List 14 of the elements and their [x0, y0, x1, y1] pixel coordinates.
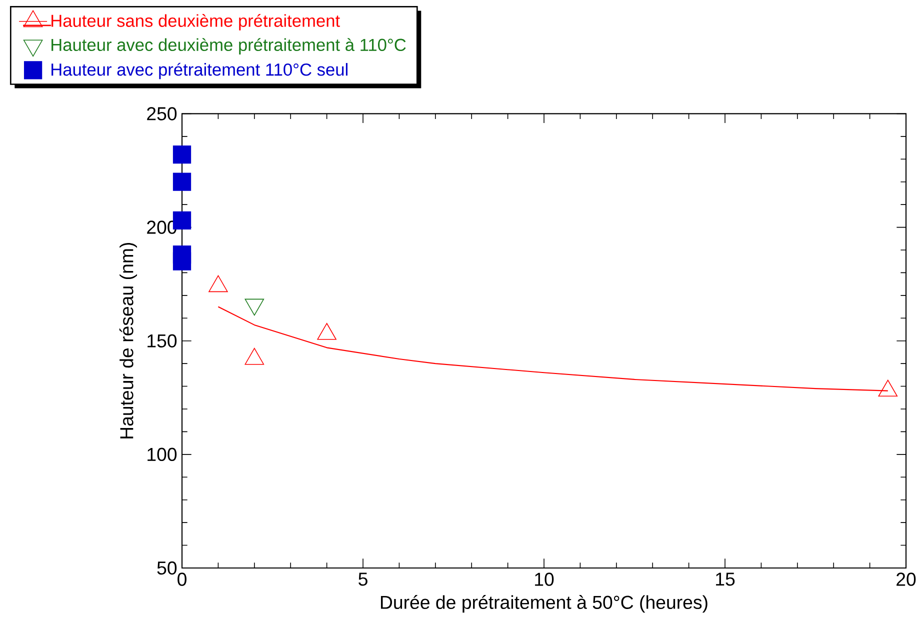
y-tick-label: 50: [157, 561, 177, 575]
x-tick-label: 15: [716, 572, 735, 586]
x-tick-label: 0: [178, 572, 186, 586]
legend-label: Hauteur avec deuxième prétraitement à 110°C: [52, 38, 406, 54]
x-tick-label: 5: [358, 572, 368, 586]
y-tick-label: 100: [148, 448, 177, 462]
legend-label: Hauteur sans deuxième prétraitement: [52, 14, 340, 30]
x-tick-label: 20: [896, 572, 916, 586]
y-axis-title: Hauteur de réseau (nm): [119, 242, 137, 438]
x-tick-label: 10: [535, 572, 554, 586]
y-tick-label: 150: [148, 334, 177, 348]
legend-label: Hauteur avec prétraitement 110°C seul: [52, 62, 348, 80]
y-tick-label: 250: [147, 107, 177, 120]
x-axis-title: Durée de prétraitement à 50°C (heures): [380, 595, 708, 613]
